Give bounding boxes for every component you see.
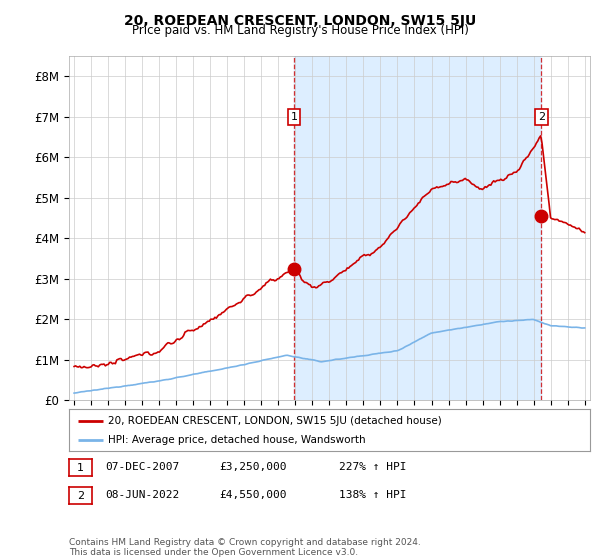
Bar — [294, 56, 541, 400]
Text: 07-DEC-2007: 07-DEC-2007 — [105, 462, 179, 472]
Text: 1: 1 — [290, 112, 298, 122]
Text: £4,550,000: £4,550,000 — [219, 490, 287, 500]
Text: 2: 2 — [538, 112, 545, 122]
Text: 227% ↑ HPI: 227% ↑ HPI — [339, 462, 407, 472]
Text: 2: 2 — [77, 491, 84, 501]
Text: HPI: Average price, detached house, Wandsworth: HPI: Average price, detached house, Wand… — [108, 435, 365, 445]
Text: 20, ROEDEAN CRESCENT, LONDON, SW15 5JU (detached house): 20, ROEDEAN CRESCENT, LONDON, SW15 5JU (… — [108, 416, 442, 426]
Text: 08-JUN-2022: 08-JUN-2022 — [105, 490, 179, 500]
Text: 20, ROEDEAN CRESCENT, LONDON, SW15 5JU: 20, ROEDEAN CRESCENT, LONDON, SW15 5JU — [124, 14, 476, 28]
Text: Price paid vs. HM Land Registry's House Price Index (HPI): Price paid vs. HM Land Registry's House … — [131, 24, 469, 37]
Text: Contains HM Land Registry data © Crown copyright and database right 2024.
This d: Contains HM Land Registry data © Crown c… — [69, 538, 421, 557]
Text: £3,250,000: £3,250,000 — [219, 462, 287, 472]
Text: 1: 1 — [77, 463, 84, 473]
Text: 138% ↑ HPI: 138% ↑ HPI — [339, 490, 407, 500]
